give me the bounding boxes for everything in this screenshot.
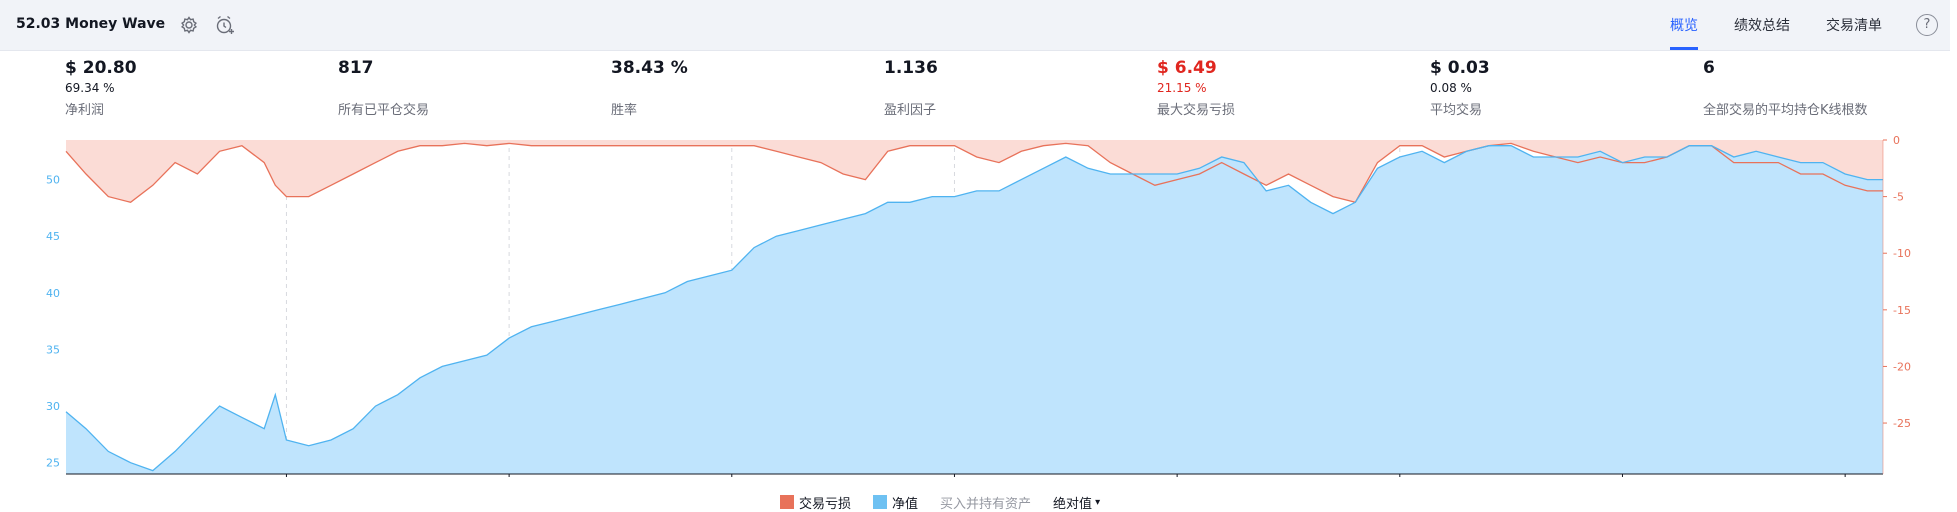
equity-swatch <box>873 495 888 509</box>
equity-area <box>66 145 1883 474</box>
right-tick-label: -5 <box>1893 191 1904 204</box>
stat-label: 所有已平仓交易 <box>338 103 430 118</box>
strategy-title: 52.03 Money Wave <box>16 16 166 32</box>
stat-sub: 69.34 % <box>65 81 115 95</box>
series-layer <box>65 140 1883 474</box>
scale-mode-dropdown[interactable]: 绝对值 ▾ <box>1053 493 1100 512</box>
stats-row: $ 20.80 69.34 % 净利润 817 所有已平仓交易 38.43 % … <box>0 58 1900 128</box>
left-tick-label: 40 <box>46 287 60 300</box>
right-tick-label: -20 <box>1893 360 1911 373</box>
legend-drawdown[interactable]: 交易亏损 <box>780 493 851 512</box>
stat-value: $ 20.80 <box>65 58 137 78</box>
drawdown-line <box>65 142 1883 204</box>
drawdown-area <box>66 140 1883 203</box>
stat-value: 38.43 % <box>611 58 688 78</box>
right-tick-label: -10 <box>1893 247 1911 260</box>
stat-sub: 21.15 % <box>1157 81 1207 95</box>
scale-mode-label: 绝对值 <box>1053 496 1093 512</box>
stat-label: 胜率 <box>611 103 638 118</box>
stat-avg-bars: 6 全部交易的平均持仓K线根数 <box>1703 58 1953 118</box>
drawdown-swatch <box>780 495 794 509</box>
right-tick-label: -15 <box>1893 304 1911 317</box>
caret-down-icon: ▾ <box>1095 496 1101 508</box>
legend-buyhold[interactable]: 买入并持有资产 <box>940 493 1031 512</box>
legend-drawdown-label: 交易亏损 <box>799 496 852 512</box>
stat-win-rate: 38.43 % 胜率 <box>611 58 861 118</box>
help-icon[interactable]: ? <box>1916 14 1938 36</box>
stat-value: $ 0.03 <box>1430 58 1490 78</box>
equity-drawdown-chart: 1002003004005006007008002530354045500-5-… <box>46 134 1911 477</box>
left-tick-label: 50 <box>46 174 60 187</box>
alarm-clock-plus-icon[interactable] <box>214 14 236 36</box>
right-tick-label: 0 <box>1893 134 1900 147</box>
stat-net-profit: $ 20.80 69.34 % 净利润 <box>65 58 315 118</box>
left-tick-label: 35 <box>46 343 60 356</box>
stat-label: 平均交易 <box>1430 103 1483 118</box>
stat-value: $ 6.49 <box>1157 58 1217 78</box>
legend: 交易亏损 净值 买入并持有资产 绝对值 ▾ <box>780 493 1122 512</box>
stat-sub <box>338 81 588 96</box>
stat-value: 6 <box>1703 58 1715 78</box>
stat-sub <box>884 81 1134 96</box>
tab-bar: 概览 绩效总结 交易清单 <box>1652 0 1900 50</box>
stat-closed-trades: 817 所有已平仓交易 <box>338 58 588 118</box>
stat-sub: 0.08 % <box>1430 81 1472 95</box>
stat-value: 817 <box>338 58 374 78</box>
stat-label: 最大交易亏损 <box>1157 103 1236 118</box>
right-tick-label: -25 <box>1893 417 1911 430</box>
left-tick-label: 25 <box>46 457 60 470</box>
stat-label: 全部交易的平均持仓K线根数 <box>1703 103 1868 118</box>
stat-avg-trade: $ 0.03 0.08 % 平均交易 <box>1430 58 1680 118</box>
stat-label: 盈利因子 <box>884 103 937 118</box>
legend-equity-label: 净值 <box>892 496 919 512</box>
tab-trade-list[interactable]: 交易清单 <box>1826 18 1882 34</box>
equity-line <box>65 145 1883 472</box>
stat-value: 1.136 <box>884 58 938 78</box>
stat-max-loss: $ 6.49 21.15 % 最大交易亏损 <box>1157 58 1407 118</box>
stat-profit-factor: 1.136 盈利因子 <box>884 58 1134 118</box>
stat-label: 净利润 <box>65 103 105 118</box>
axes: 1002003004005006007008002530354045500-5-… <box>46 134 1911 477</box>
legend-buyhold-label: 买入并持有资产 <box>940 496 1032 512</box>
tab-performance-summary[interactable]: 绩效总结 <box>1734 18 1790 34</box>
left-tick-label: 45 <box>46 230 60 243</box>
tab-overview[interactable]: 概览 <box>1652 0 1716 50</box>
legend-equity[interactable]: 净值 <box>873 493 918 512</box>
header-bar: 52.03 Money Wave 概览 绩效总结 交易清单 ? <box>0 0 1950 51</box>
stat-sub <box>611 81 861 96</box>
gear-icon[interactable] <box>178 14 200 36</box>
left-tick-label: 30 <box>46 400 60 413</box>
stat-sub <box>1703 81 1953 96</box>
